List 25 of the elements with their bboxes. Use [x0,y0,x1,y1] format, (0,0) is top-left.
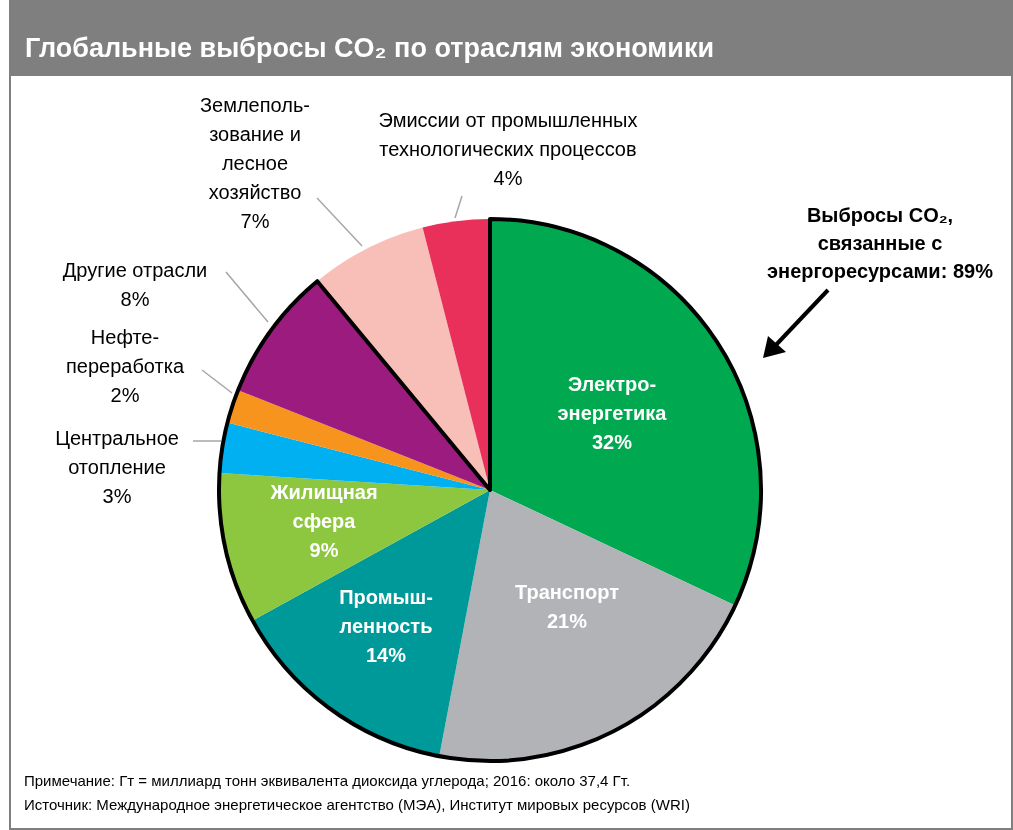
chart-title: Глобальные выбросы CO₂ по отраслям экономики [25,33,715,63]
text: Примечание: Гт = миллиард тонн эквивалента диоксида углерода; 2016: около 37,4 Гт. [24,772,631,789]
data-label: 4% [493,167,523,189]
data-label: 14% [365,644,407,666]
slice-label: Землеполь- зование и лесное хозяйство [199,94,311,203]
pie-slice [219,472,490,621]
slice-label: Промыш- ленность [339,586,433,637]
pie-slice [439,490,736,761]
slice-label: Транспорт [514,581,620,603]
text: Выбросы CO₂, связанные с энергоресурсами: 89% [767,204,994,282]
data-label: 9% [309,539,339,561]
data-label: 8% [120,288,150,310]
data-label: 21% [546,610,588,632]
data-label: 2% [110,384,140,406]
slice-label: Центральное отопление [55,427,179,478]
data-label: 32% [591,431,633,453]
text: Источник: Международное энергетическое агентство (МЭА), Институт мировых ресурсов (WRI) [24,796,690,813]
slice-label: Другие отрасли [62,259,208,281]
data-label: 3% [102,485,132,507]
slice-label: Жилищная сфера [269,481,378,532]
data-label: 7% [240,210,270,232]
slice-label: Электро- энергетика [557,373,668,424]
slice-label: Нефте- переработка [65,326,185,377]
pie-slice [490,219,761,606]
slice-label: Эмиссии от промышленных технологических процессов [378,109,638,160]
